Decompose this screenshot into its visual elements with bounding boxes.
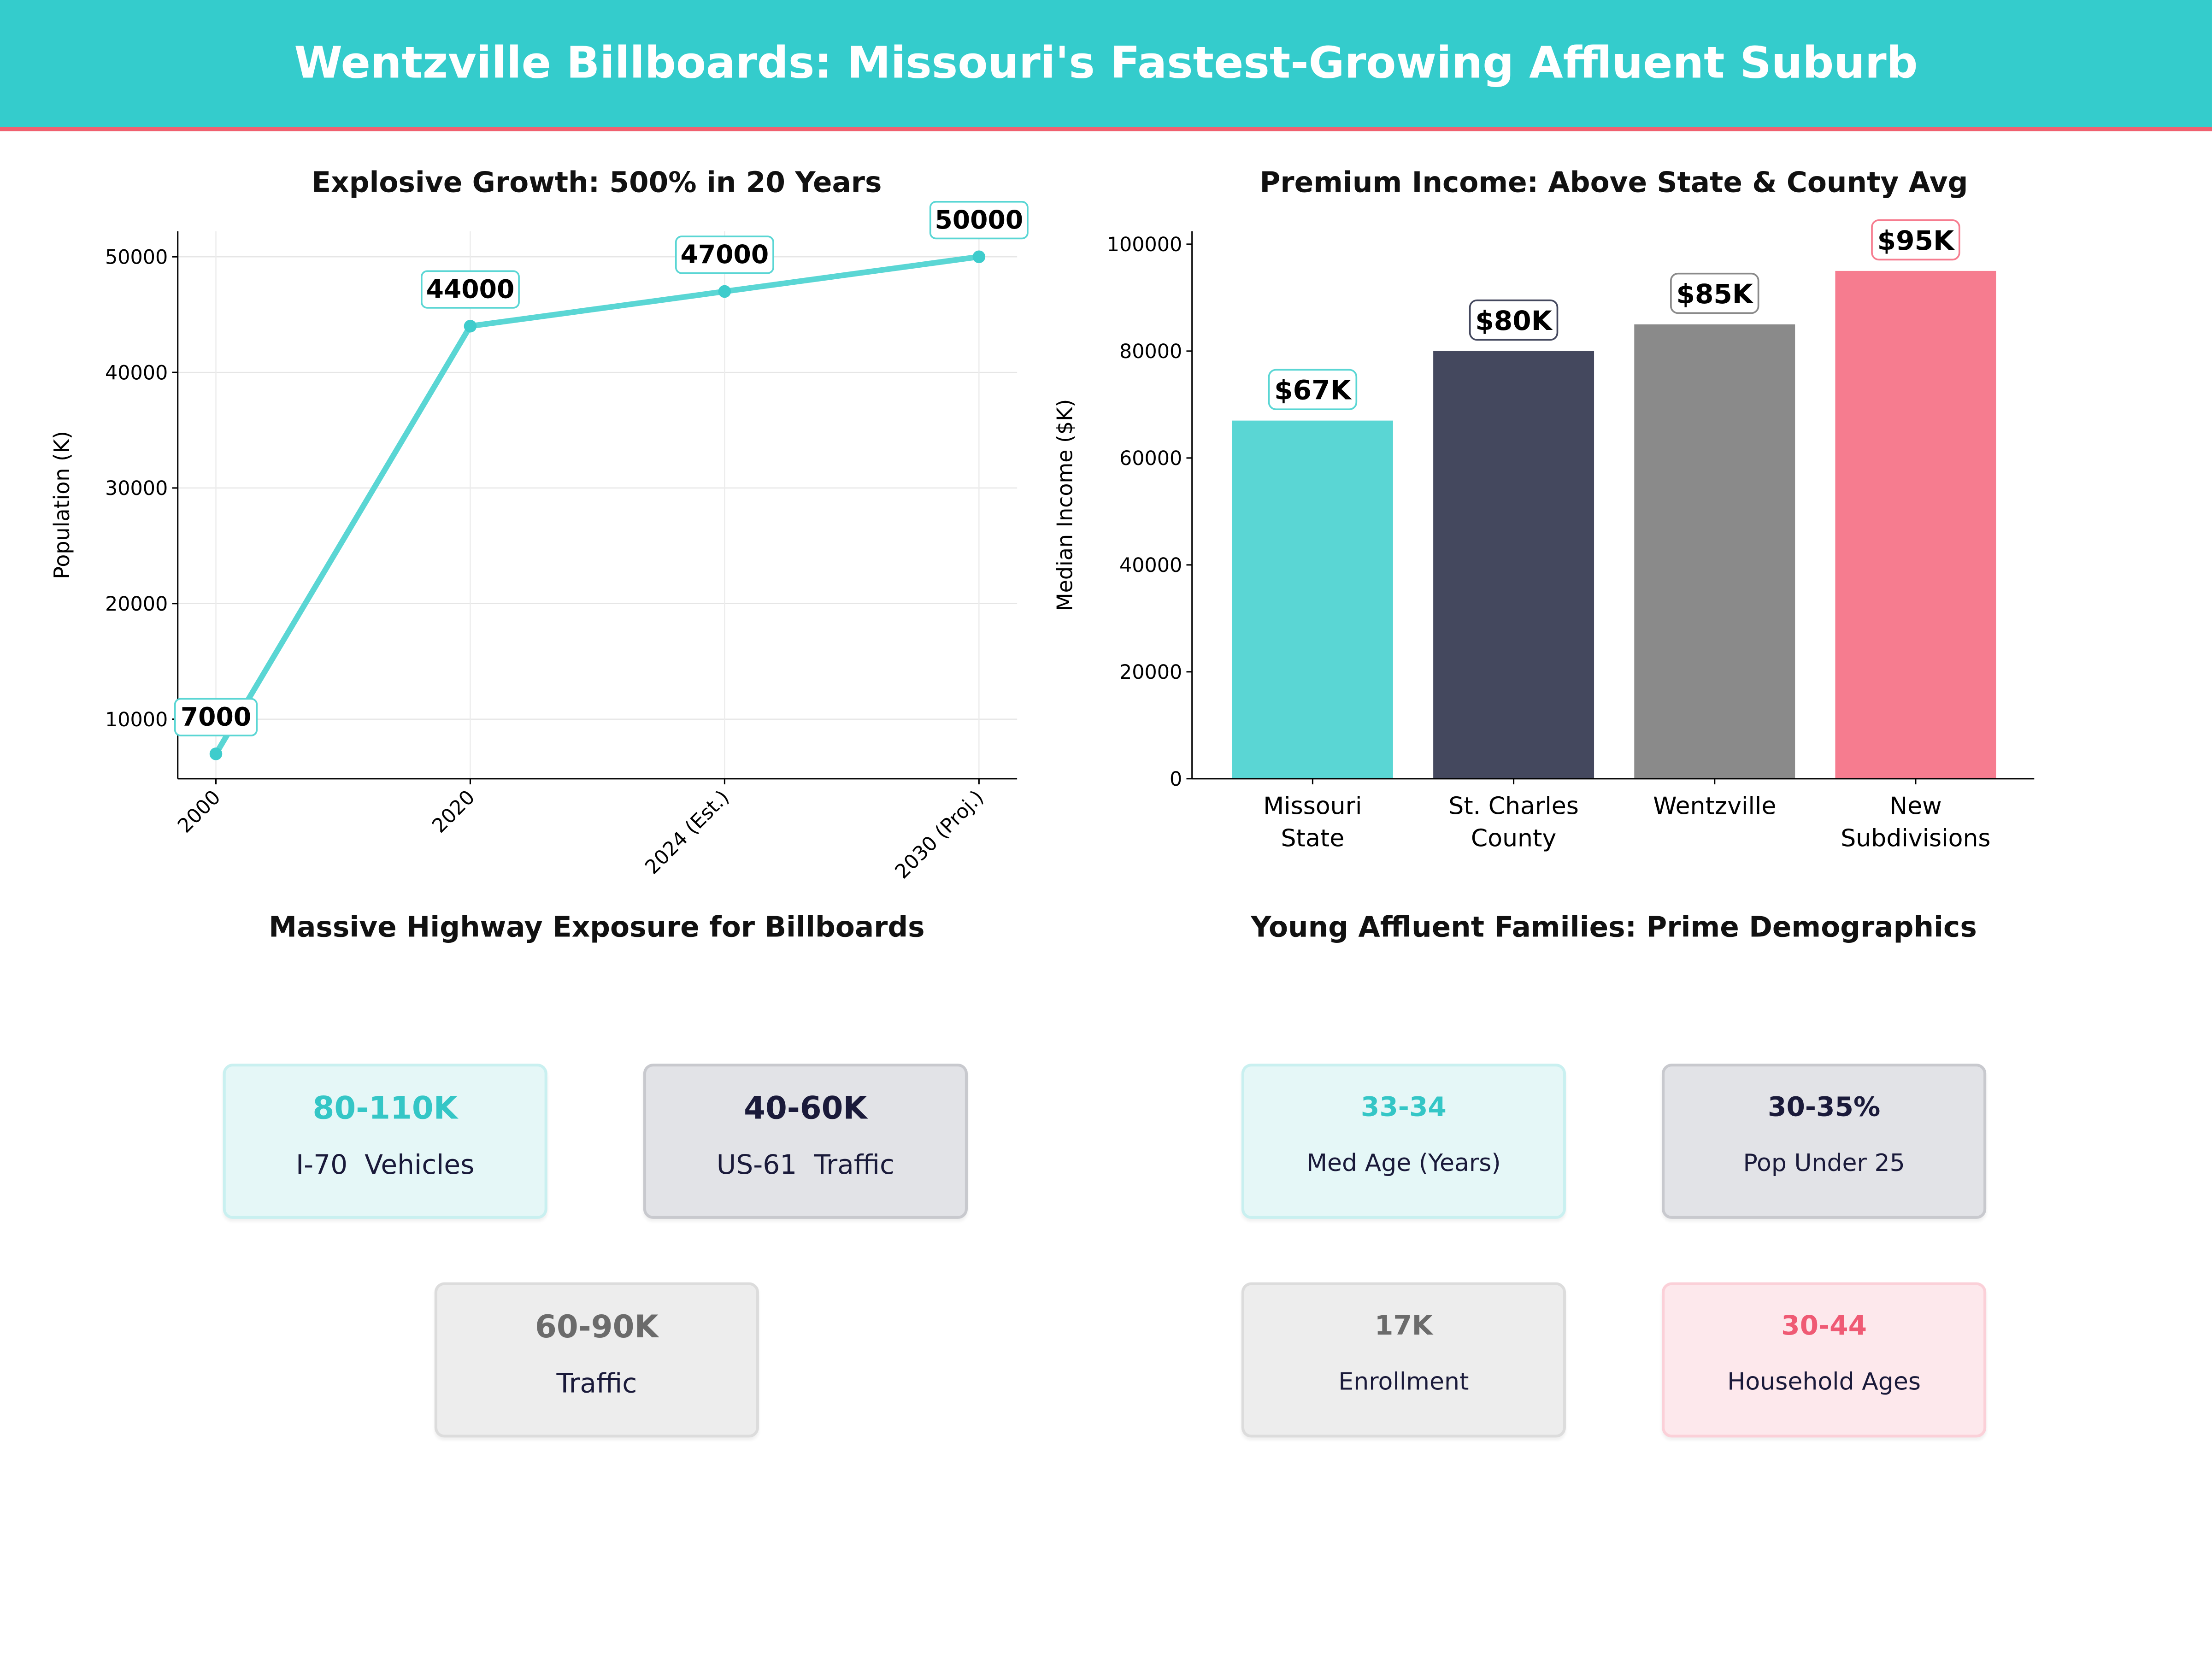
data-label: 44000 bbox=[426, 275, 515, 304]
bar bbox=[1433, 351, 1594, 779]
stat-value: 30-35% bbox=[1767, 1092, 1881, 1123]
data-label: $80K bbox=[1475, 305, 1553, 336]
charts-canvas: 10000 20000 30000 40000 50000 2000 2020 2024 (E… bbox=[49, 200, 2035, 883]
x-tick-label: County bbox=[1471, 825, 1556, 853]
highway-stat-card: 40-60K US-61 Traffic bbox=[643, 1064, 968, 1219]
stat-label: I-70 Vehicles bbox=[295, 1149, 475, 1181]
data-label: $85K bbox=[1677, 278, 1754, 310]
data-label-box bbox=[675, 235, 774, 274]
stat-label: Traffic bbox=[556, 1368, 637, 1400]
x-tick-label: New bbox=[1889, 792, 1941, 820]
data-label: 47000 bbox=[681, 240, 769, 269]
stat-value: 17K bbox=[1374, 1310, 1433, 1342]
x-tick-label: State bbox=[1281, 825, 1345, 853]
y-tick-label: 50000 bbox=[105, 246, 168, 269]
stat-value: 80-110K bbox=[312, 1092, 458, 1127]
y-tick-label: 20000 bbox=[105, 593, 168, 616]
highway-stat-card: 60-90K Traffic bbox=[434, 1282, 759, 1438]
y-tick-label: 40000 bbox=[105, 361, 168, 384]
stat-label: Pop Under 25 bbox=[1743, 1149, 1905, 1178]
data-label-box bbox=[929, 200, 1029, 240]
x-tick-label: 2024 (Est.) bbox=[641, 786, 734, 879]
stat-label: Household Ages bbox=[1727, 1368, 1921, 1397]
data-label-box bbox=[420, 270, 520, 309]
stat-value: 60-90K bbox=[535, 1310, 659, 1346]
data-point bbox=[209, 747, 223, 760]
series-line bbox=[213, 254, 980, 755]
x-tick-label: Wentzville bbox=[1653, 792, 1776, 820]
y-tick-label: 30000 bbox=[105, 477, 168, 500]
stat-value: 33-34 bbox=[1360, 1092, 1447, 1123]
x-tick-label: 2020 bbox=[428, 786, 479, 837]
header-banner: Wentzville Billboards: Missouri's Fastes… bbox=[0, 0, 2212, 131]
data-label: $67K bbox=[1274, 375, 1352, 406]
stat-label: Med Age (Years) bbox=[1306, 1149, 1501, 1178]
y-tick-label: 100000 bbox=[1107, 233, 1182, 256]
highway-stat-card: 80-110K I-70 Vehicles bbox=[223, 1064, 547, 1219]
x-tick-label: Missouri bbox=[1263, 792, 1362, 820]
data-point bbox=[972, 250, 986, 263]
data-label: $95K bbox=[1877, 225, 1955, 256]
demographics-stat-card: 33-34 Med Age (Years) bbox=[1241, 1064, 1566, 1219]
demographics-stat-card: 30-35% Pop Under 25 bbox=[1662, 1064, 1987, 1219]
y-tick-label: 80000 bbox=[1119, 340, 1182, 363]
bar-chart-title: Premium Income: Above State & County Avg bbox=[1259, 165, 1968, 199]
stat-label: Enrollment bbox=[1338, 1368, 1469, 1397]
y-axis-label: Population (K) bbox=[49, 431, 74, 579]
bar bbox=[1634, 324, 1795, 779]
data-point bbox=[718, 285, 731, 298]
y-tick-label: 20000 bbox=[1119, 661, 1182, 684]
data-label-box bbox=[1469, 299, 1559, 341]
bar bbox=[1232, 420, 1393, 779]
data-label-box bbox=[1268, 369, 1358, 410]
line-chart-title: Explosive Growth: 500% in 20 Years bbox=[312, 165, 882, 199]
y-tick-label: 0 bbox=[1170, 768, 1182, 791]
page-title: Wentzville Billboards: Missouri's Fastes… bbox=[294, 38, 1918, 89]
data-label-box bbox=[174, 698, 258, 736]
stat-value: 40-60K bbox=[744, 1092, 867, 1127]
y-axis-label: Median Income ($K) bbox=[1053, 399, 1077, 611]
stat-value: 30-44 bbox=[1781, 1310, 1867, 1342]
x-tick-label: 2030 (Proj.) bbox=[891, 786, 988, 883]
y-tick-label: 60000 bbox=[1119, 447, 1182, 470]
data-label: 50000 bbox=[935, 205, 1023, 235]
y-tick-label: 10000 bbox=[105, 708, 168, 731]
data-label-box bbox=[1871, 219, 1960, 261]
data-label: 7000 bbox=[181, 702, 251, 732]
highway-title: Massive Highway Exposure for Billboards bbox=[269, 910, 925, 944]
x-tick-label: 2000 bbox=[173, 786, 225, 837]
data-label-box bbox=[1670, 272, 1759, 314]
data-point bbox=[464, 319, 477, 333]
demographics-title: Young Affluent Families: Prime Demograph… bbox=[1251, 910, 1977, 944]
bar bbox=[1835, 271, 1996, 779]
x-tick-label: Subdivisions bbox=[1841, 825, 1990, 853]
demographics-stat-card: 17K Enrollment bbox=[1241, 1282, 1566, 1438]
x-tick-label: St. Charles bbox=[1448, 792, 1579, 820]
stat-label: US-61 Traffic bbox=[716, 1149, 895, 1181]
y-tick-label: 40000 bbox=[1119, 554, 1182, 577]
demographics-stat-card: 30-44 Household Ages bbox=[1662, 1282, 1987, 1438]
